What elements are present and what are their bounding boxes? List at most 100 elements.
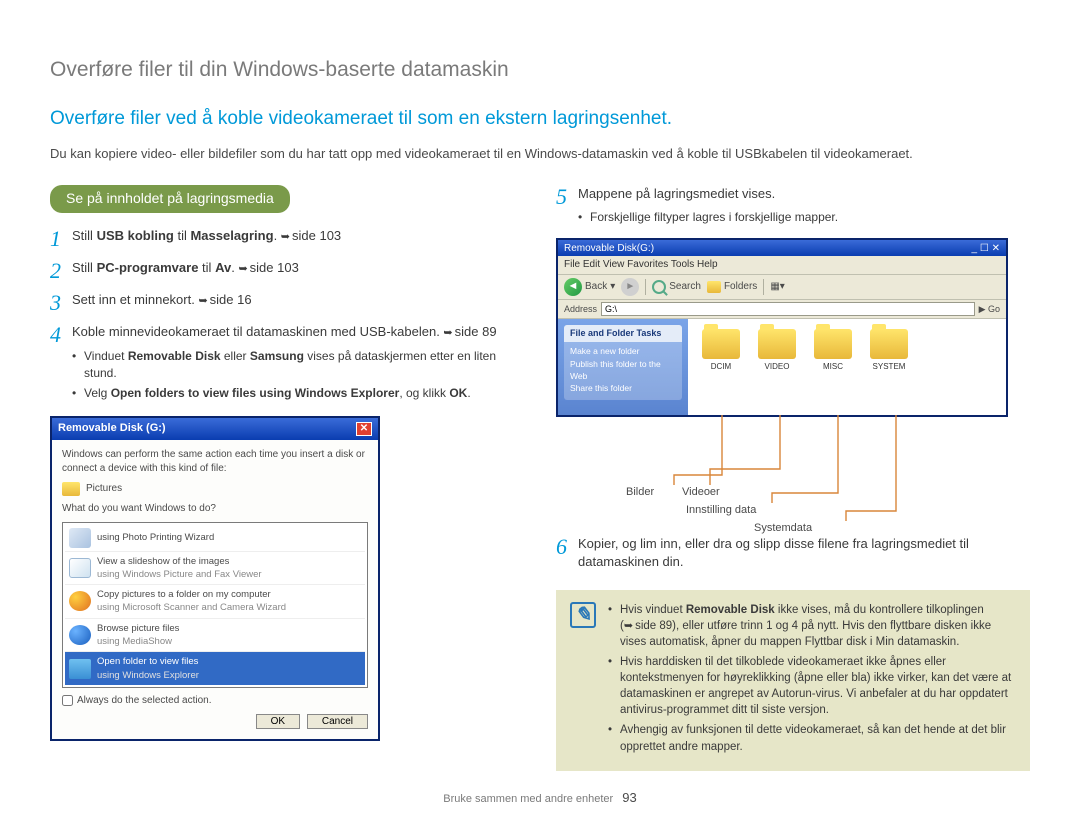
step-number: 3 <box>50 291 72 315</box>
intro-text: Du kan kopiere video- eller bildefiler s… <box>50 145 1030 163</box>
folder-icon <box>870 329 908 359</box>
step-5-body: Mappene på lagringsmediet vises. Forskje… <box>578 185 1030 230</box>
callout-innstilling: Innstilling data <box>686 503 756 518</box>
step-6-text: Kopier, og lim inn, eller dra og slipp d… <box>578 535 1030 571</box>
left-column: Se på innholdet på lagringsmedia 1Still … <box>50 185 526 771</box>
views-icon[interactable]: ▦▾ <box>770 280 784 294</box>
dialog-action-list[interactable]: using Photo Printing Wizard View a slides… <box>62 522 368 688</box>
dialog-action-item[interactable]: View a slideshow of the imagesusing Wind… <box>65 552 365 586</box>
explorer-sidepanel: File and Folder Tasks Make a new folderP… <box>558 319 688 415</box>
step: 3Sett inn et minnekort. side 16 <box>50 291 526 315</box>
step-5-text: Mappene på lagringsmediet vises. <box>578 186 775 201</box>
search-button[interactable]: Search <box>652 280 701 294</box>
page-number: 93 <box>622 790 636 805</box>
side-task-item[interactable]: Make a new folder <box>570 346 676 358</box>
step-bullet: Vinduet Removable Disk eller Samsung vis… <box>72 348 526 382</box>
side-task-item[interactable]: Publish this folder to the Web <box>570 359 676 383</box>
step: 4Koble minnevideokameraet til datamaskin… <box>50 323 526 406</box>
explorer-titlebar: Removable Disk(G:) _ ☐ ✕ <box>558 240 1006 256</box>
note-box: ✎ Hvis vinduet Removable Disk ikke vises… <box>556 590 1030 771</box>
explorer-folder[interactable]: SYSTEM <box>870 329 908 415</box>
step-number: 6 <box>556 535 578 571</box>
callout-systemdata: Systemdata <box>754 521 812 536</box>
dialog-instruction: Windows can perform the same action each… <box>62 448 368 476</box>
callout-videoer: Videoer <box>682 485 720 500</box>
folder-icon <box>758 329 796 359</box>
address-input[interactable] <box>601 302 975 316</box>
folder-label: MISC <box>814 361 852 372</box>
page-footer: Bruke sammen med andre enheter 93 <box>50 789 1030 807</box>
step-body: Sett inn et minnekort. side 16 <box>72 291 526 315</box>
action-label: using Photo Printing Wizard <box>97 531 214 544</box>
explorer-title-text: Removable Disk(G:) <box>564 242 654 254</box>
step-number: 2 <box>50 259 72 283</box>
ok-button[interactable]: OK <box>256 714 300 729</box>
explorer-folder[interactable]: VIDEO <box>758 329 796 415</box>
right-column: 5 Mappene på lagringsmediet vises. Forsk… <box>556 185 1030 771</box>
window-controls[interactable]: _ ☐ ✕ <box>972 242 1000 254</box>
folder-label: DCIM <box>702 361 740 372</box>
cancel-button[interactable]: Cancel <box>307 714 368 729</box>
step-body: Still PC-programvare til Av. side 103 <box>72 259 526 283</box>
step-body: Still USB kobling til Masselagring. side… <box>72 227 526 251</box>
dialog-title-text: Removable Disk (G:) <box>58 421 166 436</box>
folder-label: SYSTEM <box>870 361 908 372</box>
explorer-window: Removable Disk(G:) _ ☐ ✕ File Edit View … <box>556 238 1008 417</box>
action-icon <box>69 625 91 645</box>
explorer-body: File and Folder Tasks Make a new folderP… <box>558 319 1006 415</box>
forward-button[interactable]: ► <box>621 278 639 296</box>
note-icon: ✎ <box>570 602 596 628</box>
side-panel-title: File and Folder Tasks <box>564 325 682 342</box>
always-checkbox-row[interactable]: Always do the selected action. <box>62 694 368 708</box>
address-label: Address <box>564 303 597 316</box>
footer-section: Bruke sammen med andre enheter <box>443 793 613 805</box>
dialog-body: Windows can perform the same action each… <box>52 440 378 739</box>
action-label: Copy pictures to a folder on my computer… <box>97 588 286 615</box>
note-item: Hvis vinduet Removable Disk ikke vises, … <box>608 602 1016 651</box>
explorer-addressbar: Address ▶ Go <box>558 300 1006 319</box>
action-icon <box>69 591 91 611</box>
step-body: Koble minnevideokameraet til datamaskine… <box>72 323 526 406</box>
action-icon <box>69 528 91 548</box>
dialog-titlebar: Removable Disk (G:) ✕ <box>52 418 378 439</box>
always-checkbox[interactable] <box>62 695 73 706</box>
go-button[interactable]: ▶ Go <box>979 303 1000 316</box>
folders-icon <box>707 281 721 293</box>
dialog-buttons: OK Cancel <box>62 714 368 729</box>
step-number: 4 <box>50 323 72 406</box>
back-button[interactable]: ◄Back ▾ <box>564 278 615 296</box>
step-number: 5 <box>556 185 578 230</box>
folder-icon <box>814 329 852 359</box>
note-item: Hvis harddisken til det tilkoblede video… <box>608 654 1016 718</box>
dialog-action-item[interactable]: using Photo Printing Wizard <box>65 525 365 552</box>
dialog-action-item[interactable]: Browse picture filesusing MediaShow <box>65 619 365 653</box>
action-icon <box>69 659 91 679</box>
action-label: Open folder to view filesusing Windows E… <box>97 655 199 682</box>
explorer-folder[interactable]: DCIM <box>702 329 740 415</box>
callout-bilder: Bilder <box>626 485 654 500</box>
content-columns: Se på innholdet på lagringsmedia 1Still … <box>50 185 1030 771</box>
explorer-toolbar: ◄Back ▾ ► Search Folders ▦▾ <box>558 275 1006 300</box>
dialog-prompt: What do you want Windows to do? <box>62 502 368 516</box>
page-title: Overføre filer til din Windows-baserte d… <box>50 55 1030 84</box>
step-bullet: Velg Open folders to view files using Wi… <box>72 385 526 402</box>
folders-button[interactable]: Folders <box>707 280 757 294</box>
folder-icon <box>702 329 740 359</box>
dialog-action-item[interactable]: Open folder to view filesusing Windows E… <box>65 652 365 685</box>
note-list: Hvis vinduet Removable Disk ikke vises, … <box>608 602 1016 759</box>
step-list: 1Still USB kobling til Masselagring. sid… <box>50 227 526 406</box>
removable-disk-dialog: Removable Disk (G:) ✕ Windows can perfor… <box>50 416 380 741</box>
dialog-action-item[interactable]: Copy pictures to a folder on my computer… <box>65 585 365 619</box>
step-5: 5 Mappene på lagringsmediet vises. Forsk… <box>556 185 1030 230</box>
note-item: Avhengig av funksjonen til dette videoka… <box>608 722 1016 754</box>
action-label: View a slideshow of the imagesusing Wind… <box>97 555 262 582</box>
action-icon <box>69 558 91 578</box>
subsection-pill: Se på innholdet på lagringsmedia <box>50 185 290 213</box>
side-task-item[interactable]: Share this folder <box>570 383 676 395</box>
step-5-bullet: Forskjellige filtyper lagres i forskjell… <box>578 209 1030 226</box>
close-icon[interactable]: ✕ <box>356 422 372 436</box>
explorer-menubar[interactable]: File Edit View Favorites Tools Help <box>558 256 1006 275</box>
explorer-folder[interactable]: MISC <box>814 329 852 415</box>
folder-callouts: Bilder Videoer Innstilling data Systemda… <box>556 415 1030 535</box>
pictures-icon <box>62 482 80 496</box>
